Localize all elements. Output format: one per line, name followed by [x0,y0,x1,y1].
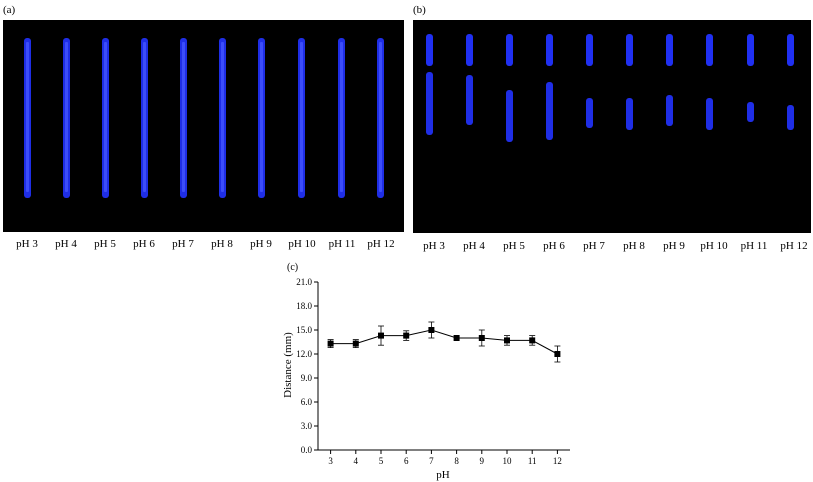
plate-b-spot-8 [706,98,713,130]
tlc-plate-b [413,20,811,233]
series-line [330,329,558,355]
plate-b-origin-1 [426,34,433,66]
x-tick-label: 8 [454,456,459,466]
data-point-marker [554,351,561,357]
plate-b-origin-4 [546,34,553,66]
lane-label: pH 6 [133,238,155,250]
lane-label: pH 6 [543,240,565,252]
plate-a-lane-labels: pH 3 pH 4 pH 5 pH 6 pH 7 pH 8 pH 9 pH 10… [0,238,410,254]
y-tick-label: 15.0 [296,325,312,335]
lane-label: pH 3 [16,238,38,250]
plate-b-origin-5 [586,34,593,66]
plate-b-spot-10 [787,105,794,130]
lane-label: pH 7 [172,238,194,250]
data-point-marker [403,332,410,339]
lane-label: pH 3 [423,240,445,252]
plate-a-lane-core [65,42,68,192]
plate-b-origin-8 [706,34,713,66]
plate-a-lane-core [300,42,303,192]
tlc-plate-a [3,20,404,232]
y-tick-label: 6.0 [301,397,313,407]
data-point-marker [378,332,384,339]
lane-label: pH 10 [700,240,728,252]
data-point-marker [529,337,536,344]
plate-b-origin-3 [506,34,513,66]
lane-label: pH 4 [463,240,485,252]
lane-label: pH 5 [503,240,525,252]
plate-a-lane-core [340,42,343,192]
plate-b-spot-4 [546,82,553,140]
plate-b-origin-7 [666,34,673,66]
lane-label: pH 5 [94,238,116,250]
lane-label: pH 7 [583,240,605,252]
lane-label: pH 8 [623,240,645,252]
lane-label: pH 4 [55,238,77,250]
x-tick-label: 9 [480,456,485,466]
panel-a-label: (a) [3,4,16,16]
plate-a-lane-core [143,42,146,192]
x-tick-label: 3 [328,456,333,466]
y-axis-label: Distance (mm) [282,332,294,398]
panel-b-label: (b) [413,4,426,16]
chart-plot-area: 0.0 3.0 6.0 9.0 12.0 15.0 18.0 21.0 3 4 5 6 7 8 9 10 11 1… [296,277,570,466]
plate-a-lane-core [104,42,107,192]
plate-a-lane-core [221,42,224,192]
y-tick-label: 9.0 [301,373,313,383]
plate-b-spot-5 [586,98,593,128]
panel-c-label: (c) [287,262,298,273]
x-tick-label: 11 [528,456,537,466]
plate-b-lane-labels: pH 3 pH 4 pH 5 pH 6 pH 7 pH 8 pH 9 pH 10… [410,240,813,256]
data-point-marker [453,335,460,341]
x-tick-label: 7 [429,456,434,466]
plate-b-spot-2 [466,75,473,125]
plate-b-origin-6 [626,34,633,66]
lane-label: pH 8 [211,238,233,250]
lane-label: pH 9 [250,238,272,250]
lane-label: pH 11 [740,240,768,252]
plate-b-origin-2 [466,34,473,66]
y-tick-label: 0.0 [301,445,313,455]
plate-b-spot-1 [426,72,433,135]
plate-b-spot-3 [506,90,513,142]
x-tick-label: 10 [503,456,513,466]
plate-a-lane-core [26,42,29,192]
lane-label: pH 10 [288,238,316,250]
plate-b-spot-9 [747,102,754,122]
y-tick-label: 18.0 [296,301,312,311]
data-point-marker [478,335,485,341]
x-tick-label: 5 [379,456,384,466]
data-point-marker [428,327,435,333]
plate-a-lane-core [379,42,382,192]
y-tick-label: 21.0 [296,277,312,287]
lane-label: pH 9 [663,240,685,252]
data-point-marker [327,340,334,347]
lane-label: pH 12 [367,238,395,250]
plate-b-spot-6 [626,98,633,130]
plate-b-spot-7 [666,95,673,126]
lane-label: pH 11 [328,238,356,250]
tlc-plate-a-lanes [24,38,384,198]
x-tick-label: 4 [354,456,359,466]
plate-b-origin-10 [787,34,794,66]
tlc-plate-b-lanes [426,34,794,142]
y-tick-label: 3.0 [301,421,313,431]
lane-label: pH 12 [780,240,808,252]
x-tick-label: 6 [404,456,409,466]
data-point-marker [352,340,359,347]
data-point-marker [504,337,510,344]
x-axis-label: pH [436,469,450,481]
y-tick-label: 12.0 [296,349,312,359]
plate-b-origin-9 [747,34,754,66]
x-tick-label: 12 [553,456,562,466]
plate-a-lane-core [182,42,185,192]
plate-a-lane-core [260,42,263,192]
